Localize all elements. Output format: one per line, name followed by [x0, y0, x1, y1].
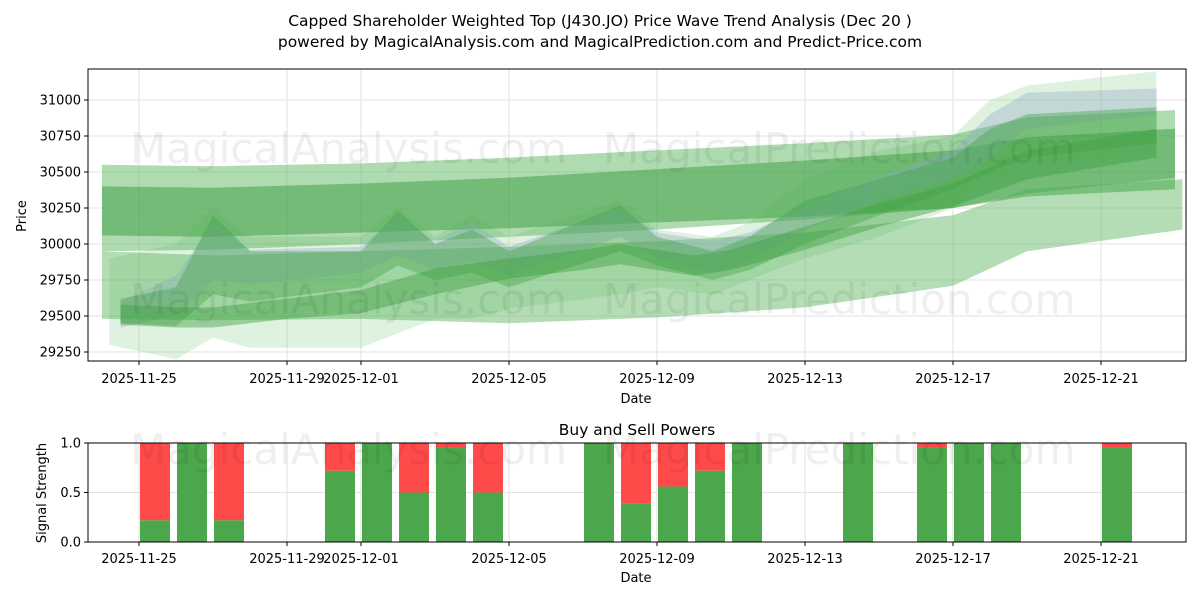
bottom-chart-title: Buy and Sell Powers: [559, 421, 716, 439]
wave-band-green: [120, 107, 1157, 327]
top-x-tick-label: 2025-12-13: [767, 372, 843, 387]
buy-bar: [1102, 447, 1132, 542]
buy-bar: [362, 443, 392, 542]
watermark-bottom-left: MagicalAnalysis.com: [130, 425, 567, 474]
bottom-y-tick-label: 1.0: [60, 437, 81, 452]
top-bands: [102, 71, 1183, 360]
buy-bar: [658, 486, 688, 542]
chart-title: Capped Shareholder Weighted Top (J430.JO…: [288, 12, 912, 30]
buy-bar: [140, 520, 170, 542]
lower-trend-band: [102, 179, 1183, 324]
sell-bar: [695, 443, 725, 471]
buy-bar: [732, 443, 762, 542]
buy-bar: [177, 443, 207, 542]
buy-bar: [843, 443, 873, 542]
bottom-x-tick-label: 2025-12-09: [619, 552, 695, 567]
buy-bar: [621, 503, 651, 542]
top-x-axis-label: Date: [620, 392, 651, 407]
top-x-tick-label: 2025-12-17: [915, 372, 991, 387]
bottom-x-tick-label: 2025-12-05: [471, 552, 547, 567]
bottom-y-tick-label: 0.5: [60, 486, 81, 501]
bottom-x-tick-label: 2025-11-29: [249, 552, 325, 567]
outer-halo-band: [109, 71, 1157, 360]
buy-bar: [584, 443, 614, 542]
top-y-tick-label: 29500: [40, 310, 81, 325]
top-x-tick-label: 2025-11-25: [101, 372, 177, 387]
buy-bar: [917, 447, 947, 542]
watermark-top-left: MagicalAnalysis.com: [130, 124, 567, 173]
buy-bar: [325, 470, 355, 542]
top-y-axis-label: Price: [15, 200, 30, 232]
bottom-x-tick-label: 2025-11-25: [101, 552, 177, 567]
buy-bar: [991, 443, 1021, 542]
top-x-tick-label: 2025-12-05: [471, 372, 547, 387]
watermark-bottom-right: MagicalPrediction.com: [603, 425, 1076, 474]
top-y-tick-label: 31000: [40, 94, 81, 109]
top-x-tick-label: 2025-11-29: [249, 372, 325, 387]
watermark-mid-left: MagicalAnalysis.com: [130, 275, 567, 324]
top-plot-frame: [87, 68, 1187, 362]
bottom-x-tick-label: 2025-12-13: [767, 552, 843, 567]
bottom-bars: [140, 443, 1132, 542]
watermark-mid-right: MagicalPrediction.com: [603, 275, 1076, 324]
lower-wave-band: [120, 128, 1157, 328]
watermark-top-right: MagicalPrediction.com: [603, 124, 1076, 173]
sell-bar: [399, 443, 429, 493]
core-trend-band: [102, 128, 1175, 237]
bottom-y-axis-label: Signal Strength: [35, 443, 50, 543]
top-y-tick-label: 30500: [40, 166, 81, 181]
buy-bar: [214, 520, 244, 542]
top-x-tick-label: 2025-12-21: [1063, 372, 1139, 387]
sell-bar: [917, 443, 947, 448]
top-y-tick-label: 30250: [40, 202, 81, 217]
sell-bar: [1102, 443, 1132, 448]
sell-bar: [436, 443, 466, 448]
sell-bar: [214, 443, 244, 521]
buy-bar: [399, 492, 429, 542]
bottom-x-tick-label: 2025-12-21: [1063, 552, 1139, 567]
sell-bar: [325, 443, 355, 471]
top-y-tick-label: 30000: [40, 238, 81, 253]
top-y-tick-label: 30750: [40, 130, 81, 145]
buy-bar: [954, 443, 984, 542]
wave-band-blue: [120, 88, 1157, 328]
top-x-tick-label: 2025-12-01: [323, 372, 399, 387]
sell-bar: [140, 443, 170, 521]
top-x-tick-label: 2025-12-09: [619, 372, 695, 387]
sell-bar: [658, 443, 688, 487]
sell-bar: [621, 443, 651, 504]
bottom-x-tick-label: 2025-12-01: [323, 552, 399, 567]
top-y-tick-label: 29250: [40, 346, 81, 361]
chart-subtitle: powered by MagicalAnalysis.com and Magic…: [278, 33, 922, 51]
buy-bar: [436, 447, 466, 542]
sell-bar: [473, 443, 503, 493]
buy-bar: [695, 470, 725, 542]
top-y-tick-label: 29750: [40, 274, 81, 289]
bottom-x-tick-label: 2025-12-17: [915, 552, 991, 567]
bottom-x-axis-label: Date: [620, 571, 651, 586]
bottom-y-tick-label: 0.0: [60, 536, 81, 551]
buy-bar: [473, 492, 503, 542]
